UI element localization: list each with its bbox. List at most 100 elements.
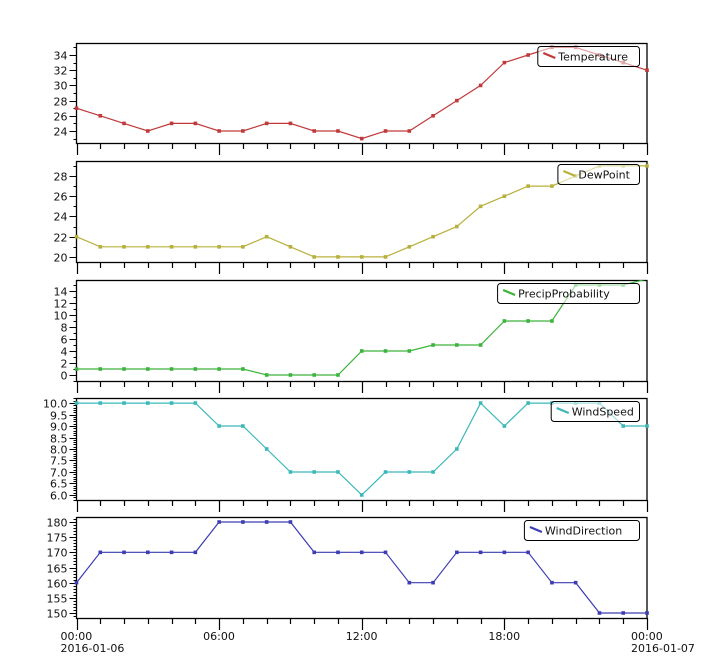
x-tick-label: 00:00	[61, 630, 93, 643]
panel-windspeed: 6.06.57.07.58.08.59.09.510.0 WindSpeed	[43, 398, 649, 512]
data-point	[169, 245, 174, 249]
data-point	[359, 255, 364, 259]
y-tick-label: 20	[54, 252, 68, 265]
data-point	[98, 401, 103, 405]
data-point	[431, 470, 435, 474]
y-tick-label: 6.5	[50, 478, 68, 491]
data-point	[407, 470, 412, 474]
data-point	[645, 424, 649, 428]
data-point	[217, 424, 221, 428]
y-tick-label: 2	[61, 358, 68, 371]
data-point	[383, 470, 388, 474]
data-point	[169, 401, 174, 405]
x-tick-label: 12:00	[346, 630, 378, 643]
data-point	[383, 129, 388, 133]
data-point	[526, 550, 530, 555]
data-point	[288, 245, 293, 249]
data-point	[74, 401, 79, 405]
data-point	[264, 121, 269, 126]
data-point	[359, 136, 364, 141]
data-point	[407, 580, 412, 585]
data-point	[526, 319, 530, 323]
data-point	[526, 184, 530, 188]
data-point	[431, 580, 435, 585]
y-tick-label: 155	[47, 593, 68, 606]
data-point	[241, 245, 245, 249]
data-point	[455, 550, 459, 555]
x-tick-label: 00:00	[631, 630, 663, 643]
panel-temperature: 24 26 28 30 32 34 Temperature	[54, 42, 649, 155]
data-point	[217, 367, 221, 371]
legend-box	[537, 46, 640, 67]
y-tick-label: 24	[54, 126, 68, 139]
legend-swatch	[542, 51, 556, 60]
legend-box	[557, 164, 641, 185]
data-point	[502, 424, 507, 428]
data-point	[502, 319, 507, 323]
data-point	[502, 550, 507, 555]
data-point	[336, 550, 340, 555]
data-point	[597, 611, 602, 615]
data-point	[169, 550, 174, 555]
x-date-label: 2016-01-07	[631, 642, 695, 655]
data-point	[478, 83, 483, 88]
data-point	[359, 550, 364, 555]
y-tick-label: 8.5	[50, 433, 68, 446]
data-point	[359, 493, 364, 497]
y-tick-label: 8	[61, 322, 68, 335]
data-point	[383, 255, 388, 259]
y-tick-label: 32	[54, 65, 68, 78]
y-tick-label: 9.5	[50, 410, 68, 423]
legend-swatch	[562, 169, 576, 178]
legend-swatch	[556, 406, 570, 415]
data-point	[573, 580, 578, 585]
data-point	[146, 367, 150, 371]
legend-box	[523, 520, 641, 541]
data-point	[241, 424, 245, 428]
data-point	[312, 373, 317, 377]
data-point	[146, 245, 150, 249]
data-point	[455, 447, 459, 451]
data-point	[288, 121, 293, 126]
legend-label: WindSpeed	[572, 406, 634, 419]
data-point	[241, 520, 245, 524]
data-point	[312, 550, 317, 555]
legend-label: WindDirection	[545, 525, 622, 538]
x-tick-label: 18:00	[488, 630, 520, 643]
data-point	[146, 129, 150, 133]
data-point	[407, 245, 412, 249]
data-point	[455, 98, 459, 103]
data-point	[288, 373, 293, 377]
y-tick-label: 28	[54, 171, 68, 184]
x-date-label: 2016-01-06	[61, 642, 125, 655]
data-point	[478, 550, 483, 555]
legend-label: Temperature	[557, 51, 628, 64]
data-point	[241, 367, 245, 371]
data-point	[431, 343, 435, 347]
data-point	[312, 129, 317, 133]
data-point	[146, 401, 150, 405]
data-point	[74, 367, 79, 371]
data-point	[74, 234, 79, 239]
plot-frame	[75, 279, 648, 383]
panel-dewpoint: 20 22 24 26 28 DewPoint	[54, 160, 649, 274]
data-point	[621, 424, 626, 428]
data-point	[645, 611, 649, 615]
data-point	[193, 245, 198, 249]
legend: WindDirection	[523, 520, 641, 541]
data-point	[288, 470, 293, 474]
data-point	[312, 470, 317, 474]
legend-box	[550, 401, 641, 422]
data-point	[74, 106, 79, 110]
y-tick-label: 26	[54, 111, 68, 124]
data-point	[550, 580, 554, 585]
data-point	[193, 401, 198, 405]
data-point	[264, 373, 269, 377]
data-point	[550, 319, 554, 323]
y-tick-label: 175	[47, 532, 68, 545]
data-point	[122, 401, 126, 405]
data-point	[526, 401, 530, 405]
y-tick-label: 150	[47, 608, 68, 621]
data-point	[122, 121, 126, 126]
data-point	[336, 373, 340, 377]
